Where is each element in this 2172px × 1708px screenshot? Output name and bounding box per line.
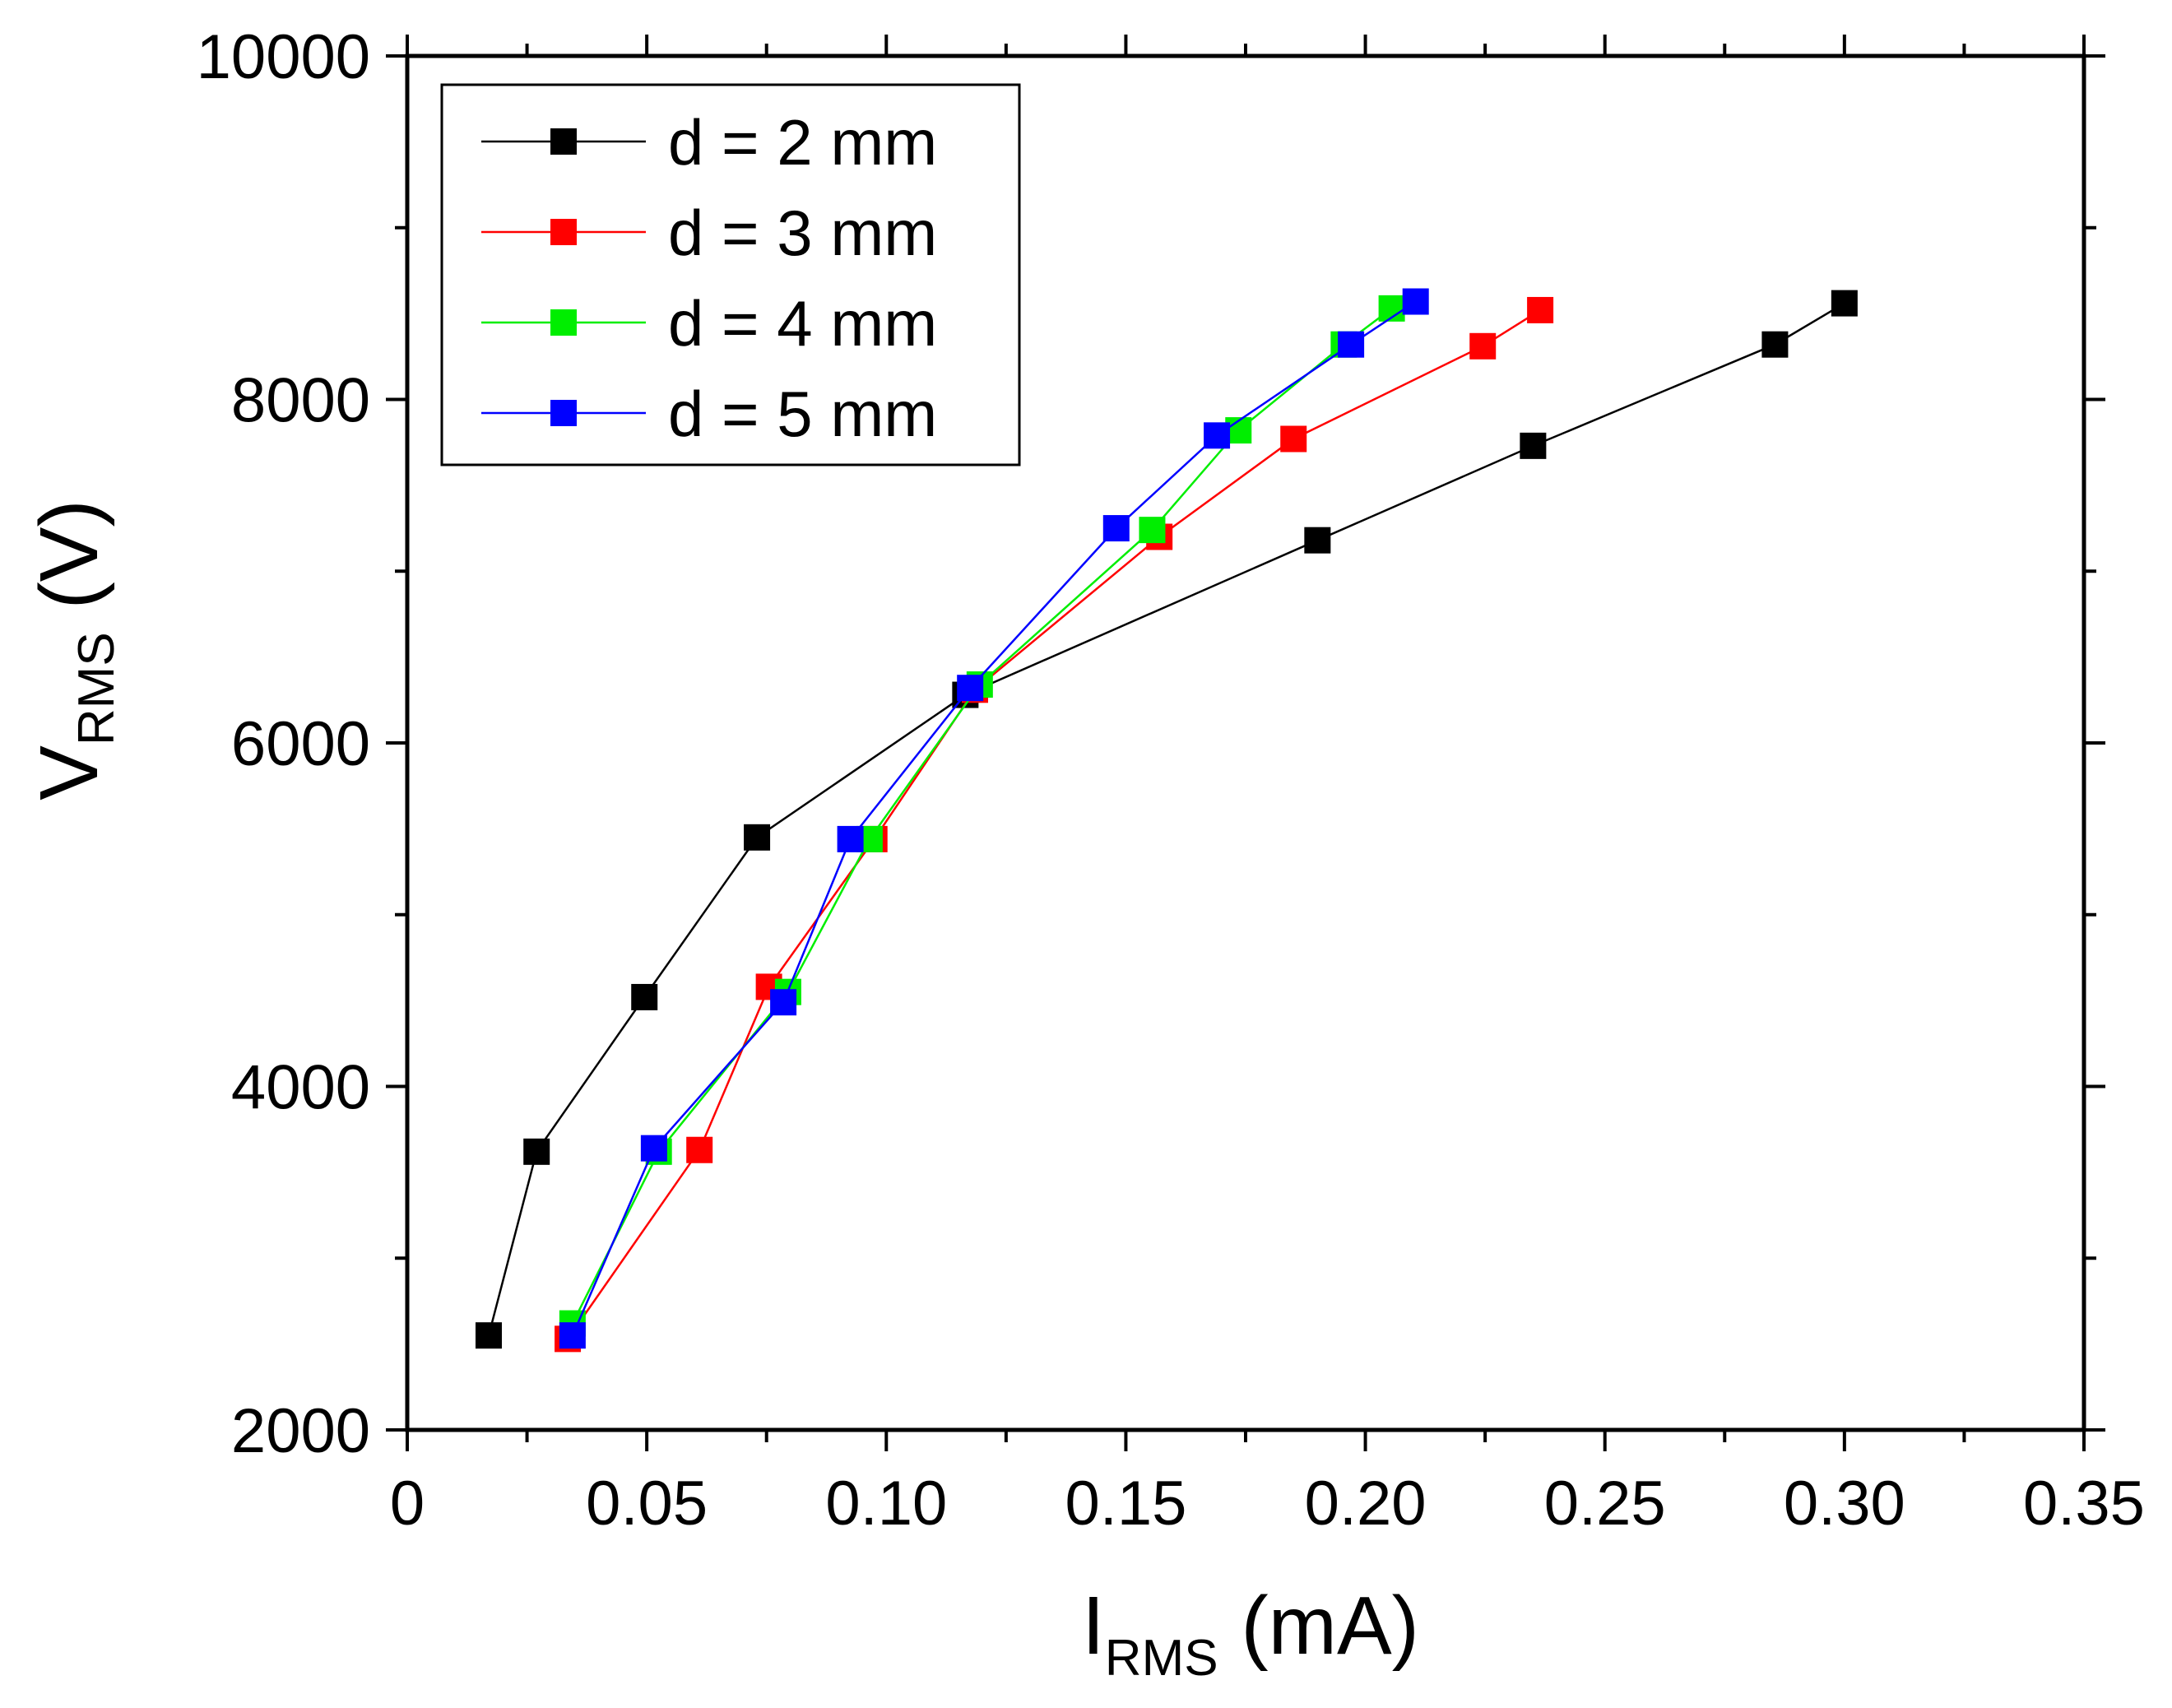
data-point — [1102, 515, 1130, 542]
y-tick-label: 8000 — [231, 366, 370, 436]
data-point — [1304, 527, 1331, 554]
data-point — [1761, 331, 1789, 358]
data-point — [1204, 422, 1231, 449]
data-point — [957, 675, 984, 702]
data-point — [1520, 432, 1547, 459]
x-axis-title-main: I — [1082, 1580, 1105, 1672]
x-axis-title: IRMS (mA) — [1082, 1580, 1419, 1687]
x-tick-label: 0 — [390, 1469, 425, 1539]
data-point — [631, 983, 658, 1010]
legend-item: d = 5 mm — [481, 378, 937, 450]
x-tick-label: 0.25 — [1544, 1469, 1666, 1539]
data-point — [1831, 290, 1858, 317]
data-point — [744, 824, 771, 851]
y-axis-title-sub: RMS — [68, 632, 125, 745]
x-tick-label: 0.30 — [1784, 1469, 1905, 1539]
legend-marker — [550, 400, 577, 426]
y-axis-title-space — [23, 610, 115, 633]
series-4 — [559, 288, 1429, 1349]
legend-item: d = 3 mm — [481, 197, 937, 269]
data-point — [1469, 332, 1497, 360]
data-point — [1338, 331, 1365, 358]
data-point — [686, 1136, 713, 1163]
data-point — [837, 825, 864, 852]
data-point — [770, 989, 797, 1016]
x-tick-label: 0.20 — [1305, 1469, 1427, 1539]
x-tick-label: 0.05 — [586, 1469, 708, 1539]
axes: 0 0.05 0.10 0.15 0.20 0.25 0.30 0.35 2000 4000 600… — [197, 22, 2145, 1539]
series-layer — [475, 288, 1858, 1353]
x-axis-title-unit: (mA) — [1241, 1580, 1419, 1672]
x-axis-title-sub: RMS — [1105, 1630, 1218, 1687]
data-point — [1402, 288, 1429, 315]
y-axis-title-unit: (V) — [23, 499, 115, 609]
data-point — [475, 1322, 502, 1349]
legend-item: d = 2 mm — [481, 106, 937, 179]
legend-label: d = 3 mm — [668, 197, 937, 269]
legend-marker — [550, 219, 577, 245]
y-tick-label: 6000 — [231, 709, 370, 779]
legend-marker — [550, 309, 577, 336]
y-tick-label: 2000 — [231, 1396, 370, 1466]
legend-label: d = 4 mm — [668, 287, 937, 360]
legend-box — [440, 83, 1021, 466]
x-tick-label: 0.10 — [825, 1469, 947, 1539]
data-point — [523, 1138, 550, 1165]
y-tick-label: 4000 — [231, 1053, 370, 1123]
x-tick-label: 0.35 — [2023, 1469, 2145, 1539]
x-axis-title-space — [1218, 1580, 1241, 1672]
y-tick-label: 10000 — [197, 22, 370, 92]
y-axis-title: VRMS (V) — [23, 499, 125, 801]
legend: d = 2 mm d = 3 mm d = 4 mm d = 5 mm — [440, 83, 1021, 466]
data-point — [1280, 425, 1307, 453]
data-point — [1527, 296, 1554, 323]
legend-label: d = 2 mm — [668, 106, 937, 179]
legend-label: d = 5 mm — [668, 378, 937, 450]
data-point — [1139, 517, 1166, 544]
y-axis-title-main: V — [23, 745, 115, 801]
legend-marker — [550, 128, 577, 155]
data-point — [559, 1322, 586, 1349]
data-point — [640, 1135, 667, 1162]
legend-item: d = 4 mm — [481, 287, 937, 360]
x-tick-label: 0.15 — [1065, 1469, 1186, 1539]
